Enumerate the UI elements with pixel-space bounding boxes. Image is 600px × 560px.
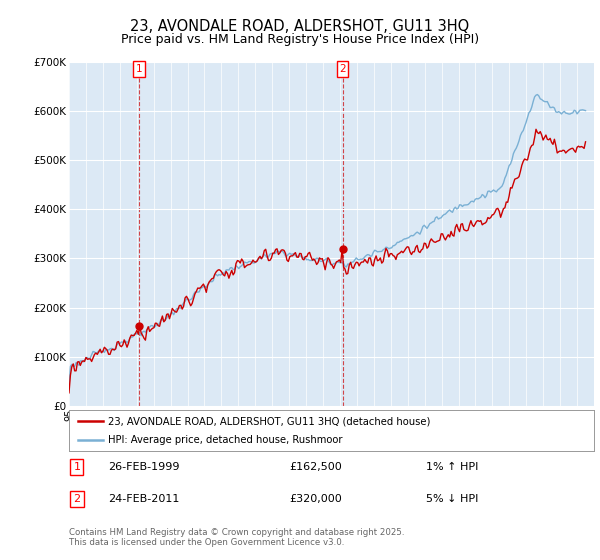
Text: 1% ↑ HPI: 1% ↑ HPI bbox=[426, 462, 478, 472]
Point bbox=[134, 321, 144, 330]
Text: 5% ↓ HPI: 5% ↓ HPI bbox=[426, 494, 478, 504]
Text: Price paid vs. HM Land Registry's House Price Index (HPI): Price paid vs. HM Land Registry's House … bbox=[121, 32, 479, 46]
Text: 26-FEB-1999: 26-FEB-1999 bbox=[109, 462, 180, 472]
Text: 24-FEB-2011: 24-FEB-2011 bbox=[109, 494, 180, 504]
Point bbox=[338, 244, 347, 253]
Text: £320,000: £320,000 bbox=[290, 494, 342, 504]
Text: 1: 1 bbox=[136, 64, 143, 74]
Text: Contains HM Land Registry data © Crown copyright and database right 2025.: Contains HM Land Registry data © Crown c… bbox=[69, 528, 404, 536]
Text: £162,500: £162,500 bbox=[290, 462, 342, 472]
Text: HPI: Average price, detached house, Rushmoor: HPI: Average price, detached house, Rush… bbox=[109, 435, 343, 445]
Text: 2: 2 bbox=[339, 64, 346, 74]
Text: 23, AVONDALE ROAD, ALDERSHOT, GU11 3HQ: 23, AVONDALE ROAD, ALDERSHOT, GU11 3HQ bbox=[130, 20, 470, 34]
Text: 2: 2 bbox=[73, 494, 80, 504]
Text: 1: 1 bbox=[73, 462, 80, 472]
Text: This data is licensed under the Open Government Licence v3.0.: This data is licensed under the Open Gov… bbox=[69, 538, 344, 547]
Text: 23, AVONDALE ROAD, ALDERSHOT, GU11 3HQ (detached house): 23, AVONDALE ROAD, ALDERSHOT, GU11 3HQ (… bbox=[109, 417, 431, 426]
